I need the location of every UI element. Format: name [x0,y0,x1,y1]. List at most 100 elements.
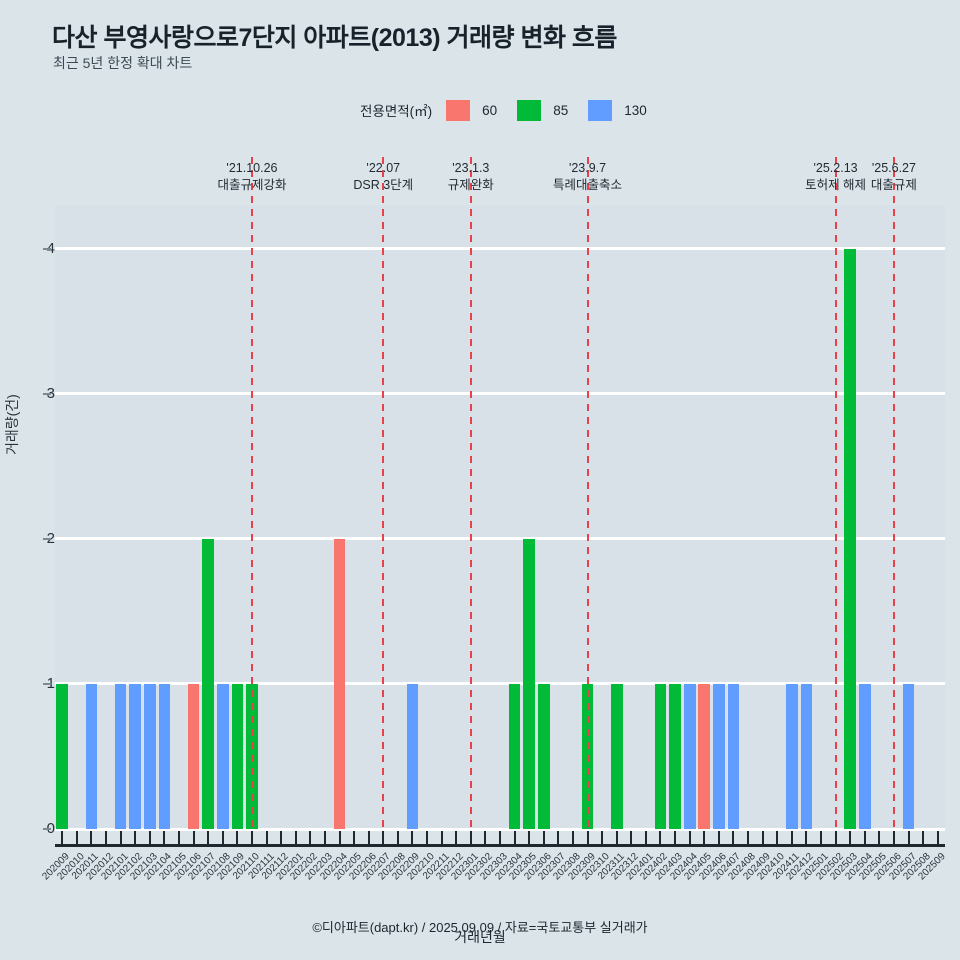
x-tick-mark [250,831,253,845]
x-tick-mark [571,831,574,845]
x-tick-mark [236,831,239,845]
x-tick-mark [382,831,385,845]
bar-202103-130[interactable] [144,683,156,829]
bar-202411-130[interactable] [785,683,798,829]
legend-item-130[interactable]: 130 [588,99,661,121]
x-tick-mark [922,831,925,845]
x-tick-mark [309,831,312,845]
bar-202311-85[interactable] [610,683,623,829]
x-tick-mark [61,831,64,845]
annotation-line-5 [892,157,895,844]
x-tick-mark [353,831,356,845]
x-tick-mark [440,831,443,845]
bar-202107-85[interactable] [202,538,215,829]
x-tick-mark [674,831,677,845]
x-tick-mark [863,831,866,845]
bar-202403-85[interactable] [669,683,681,829]
legend-item-85[interactable]: 85 [517,99,582,121]
x-tick-mark [411,831,414,845]
gridline [55,247,945,251]
x-tick-mark [878,831,881,845]
x-tick-mark [90,831,93,845]
bar-202402-85[interactable] [654,683,667,829]
bar-202412-130[interactable] [800,683,813,829]
x-tick-mark [163,831,166,845]
x-tick-mark [630,831,633,845]
x-tick-mark [280,831,283,845]
page-subtitle: 최근 5년 한정 확대 차트 [53,55,193,71]
x-tick-mark [528,831,531,845]
footer-credit: ©디아파트(dapt.kr) / 2025.09.09 / 자료=국토교통부 실… [312,920,648,935]
gridline [55,827,945,831]
bar-202407-130[interactable] [727,683,740,829]
page-title: 다산 부영사랑으로7단지 아파트(2013) 거래량 변화 흐름 [52,24,617,52]
bar-202106-60[interactable] [187,683,200,829]
annotation-line-3 [586,157,589,844]
y-tick-mark [43,682,51,685]
x-tick-mark [221,831,224,845]
annotation-date-5: '25.6.27 [871,161,916,175]
annotation-label-5: '25.6.27 대출규제 [871,160,917,194]
x-tick-mark [644,831,647,845]
bar-202503-85[interactable] [844,248,856,829]
x-tick-mark [134,831,137,845]
x-tick-mark [367,831,370,845]
x-tick-mark [819,831,822,845]
x-tick-mark [148,831,151,845]
bar-202104-130[interactable] [158,683,171,829]
gridline [55,392,945,396]
x-tick-mark [469,831,472,845]
bar-202209-130[interactable] [406,683,419,829]
bar-202304-85[interactable] [508,683,521,829]
x-tick-mark [323,831,326,845]
bar-202011-130[interactable] [85,683,98,829]
bar-202406-130[interactable] [713,683,725,829]
x-tick-mark [849,831,852,845]
x-tick-mark [265,831,268,845]
chart-legend: 전용면적(㎡) 60 85 130 [360,99,667,121]
bar-202102-130[interactable] [129,683,142,829]
bar-202009-85[interactable] [56,683,69,829]
y-tick-mark [43,828,51,830]
annotation-date-2: '23.1.3 [452,161,490,175]
annotation-name-0: 대출규제강화 [217,178,287,192]
bar-202204-60[interactable] [333,538,346,829]
x-tick-mark [75,831,78,845]
x-tick-mark [805,831,808,845]
bar-202404-130[interactable] [683,683,696,829]
annotation-date-3: '23.9.7 [568,161,607,175]
x-tick-mark [703,831,706,845]
annotation-date-4: '25.2.13 [813,161,858,175]
x-tick-mark [557,831,560,845]
bar-202305-85[interactable] [523,538,536,829]
bar-202507-130[interactable] [902,683,915,829]
annotation-name-2: 규제완화 [447,178,494,192]
bar-202109-85[interactable] [231,683,244,829]
legend-item-60[interactable]: 60 [446,99,511,121]
x-tick-mark [513,831,516,845]
x-tick-mark [936,831,939,845]
x-axis-line [55,844,945,847]
legend-label-85: 85 [553,102,569,118]
annotation-label-3: '23.9.7 특례대출축소 [553,160,622,194]
x-tick-mark [178,831,181,845]
bar-202504-130[interactable] [858,683,871,829]
x-tick-mark [892,831,895,845]
x-tick-mark [586,831,589,845]
x-tick-mark [426,831,429,845]
x-tick-mark [338,831,341,845]
x-tick-mark [732,831,735,845]
x-tick-mark [907,831,910,845]
bar-202405-60[interactable] [698,683,711,829]
x-tick-mark [776,831,779,845]
legend-swatch-130 [588,99,613,121]
x-tick-mark [659,831,662,845]
y-tick-mark [43,247,51,250]
bar-202101-130[interactable] [114,683,127,829]
x-tick-mark [790,831,793,845]
annotation-label-1: '22.07 DSR 3단계 [353,160,413,194]
bar-202306-85[interactable] [537,683,550,829]
annotation-line-1 [382,157,385,844]
annotation-date-0: '21.10.26 [226,161,278,175]
bar-202108-130[interactable] [216,683,229,829]
